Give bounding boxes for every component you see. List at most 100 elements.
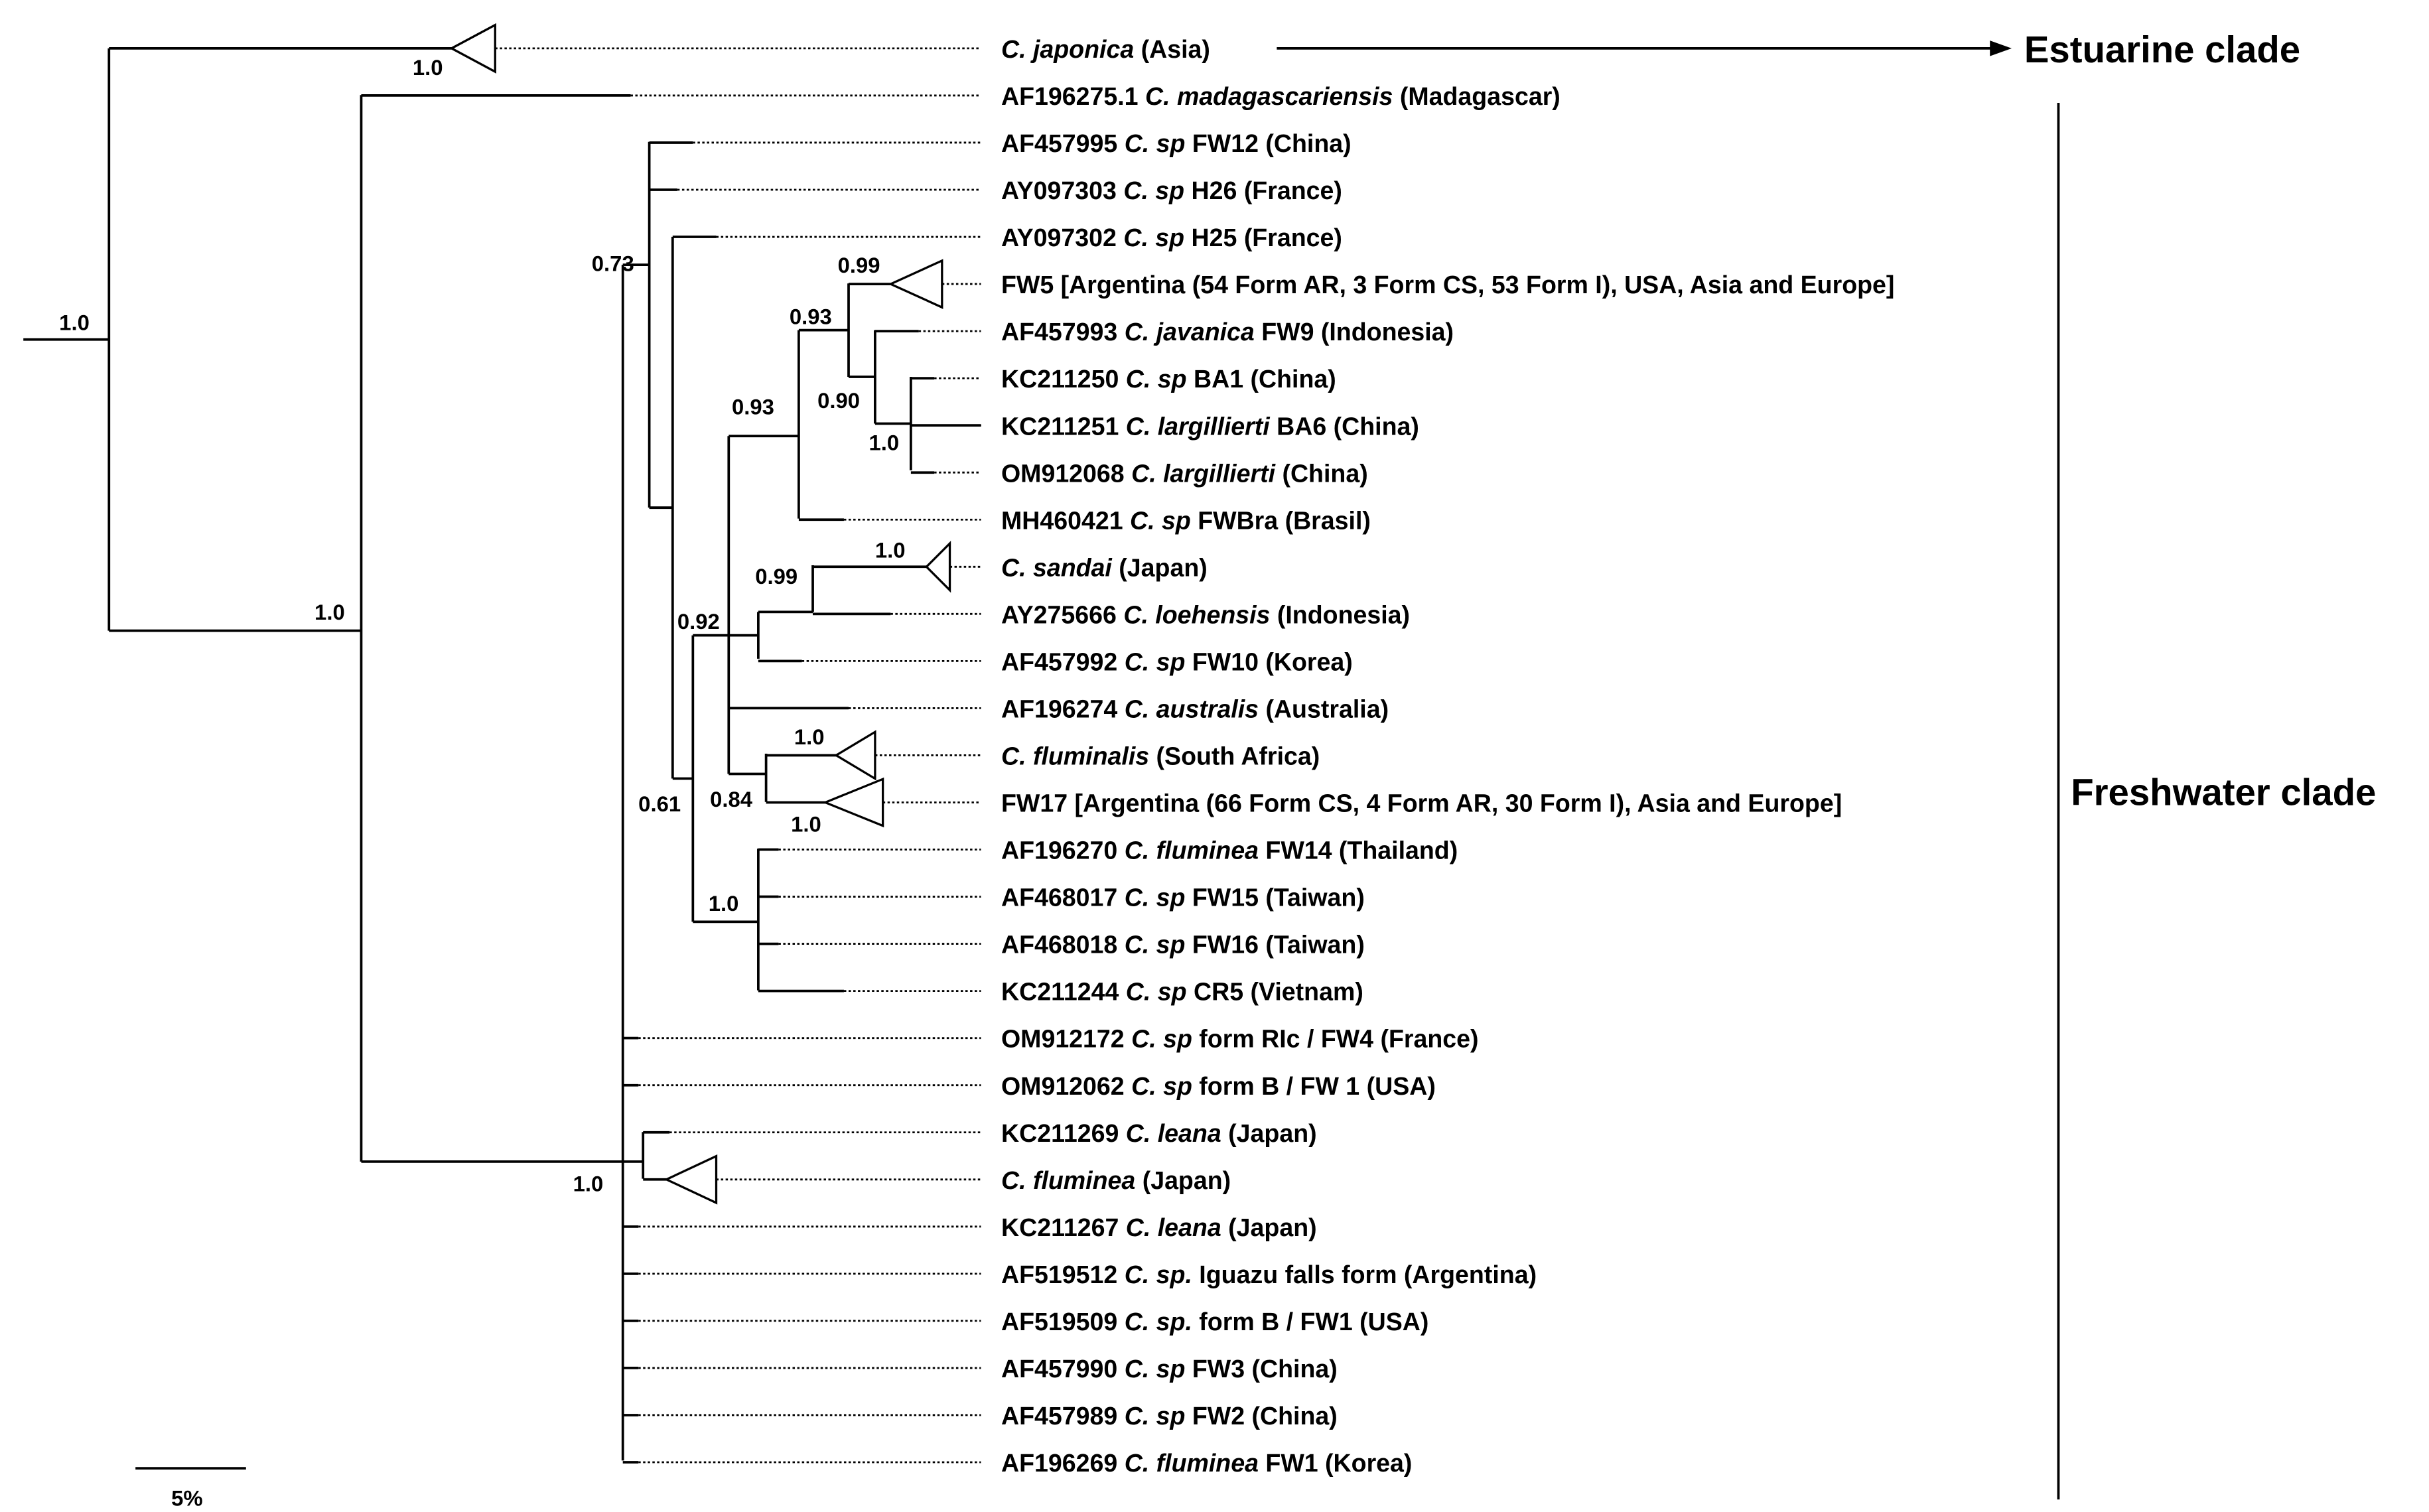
label-text: FW12 (China): [1185, 129, 1351, 157]
species-name: C. largillierti: [1131, 459, 1276, 487]
leaf-label: C. fluminalis (South Africa): [1001, 742, 1320, 770]
label-text: FW9 (Indonesia): [1255, 318, 1454, 346]
leaf-label: AF196270 C. fluminea FW14 (Thailand): [1001, 837, 1458, 864]
label-text: (Japan): [1135, 1166, 1231, 1194]
species-name: C. sp: [1123, 176, 1184, 204]
support-value: 0.61: [638, 791, 681, 816]
label-text: (Madagascar): [1393, 82, 1560, 110]
label-text: BA1 (China): [1187, 365, 1336, 393]
label-text: FW1 (Korea): [1259, 1449, 1412, 1477]
species-name: C. sp: [1125, 648, 1186, 675]
label-text: (Japan): [1221, 1119, 1317, 1147]
collapsed-clade-triangle-icon: [822, 777, 884, 828]
label-text: AF519512: [1001, 1261, 1125, 1288]
leaf-label: OM912068 C. largillierti (China): [1001, 459, 1368, 487]
label-text: form RIc / FW4 (France): [1192, 1025, 1479, 1053]
leaf-label: C. sandai (Japan): [1001, 553, 1208, 581]
label-text: AF457995: [1001, 129, 1125, 157]
support-value: 0.93: [732, 394, 774, 419]
label-text: OM912172: [1001, 1025, 1131, 1053]
label-text: FW17 [Argentina (66 Form CS, 4 Form AR, …: [1001, 790, 1842, 817]
label-text: AF196274: [1001, 695, 1125, 722]
support-value: 1.0: [875, 537, 906, 562]
label-text: FW2 (China): [1185, 1402, 1337, 1430]
support-value: 0.99: [838, 253, 880, 277]
species-name: C. largillierti: [1126, 412, 1271, 440]
label-text: AF457990: [1001, 1355, 1125, 1383]
label-text: (Japan): [1112, 553, 1208, 581]
leaf-label: AF468017 C. sp FW15 (Taiwan): [1001, 884, 1365, 912]
leaf-label: KC211250 C. sp BA1 (China): [1001, 365, 1336, 393]
support-value: 1.0: [791, 811, 821, 836]
support-value: 0.92: [677, 609, 720, 634]
label-text: KC211269: [1001, 1119, 1126, 1147]
label-text: MH460421: [1001, 506, 1130, 534]
label-text: H26 (France): [1184, 176, 1342, 204]
leaf-label: AF196275.1 C. madagascariensis (Madagasc…: [1001, 82, 1561, 110]
label-text: FW15 (Taiwan): [1185, 884, 1364, 912]
label-text: form B / FW1 (USA): [1192, 1308, 1429, 1336]
leaf-label: KC211251 C. largillierti BA6 (China): [1001, 412, 1419, 440]
leaf-label: AF519512 C. sp. Iguazu falls form (Argen…: [1001, 1261, 1537, 1288]
species-name: C. leana: [1126, 1119, 1221, 1147]
species-name: C. fluminalis: [1001, 742, 1149, 770]
label-text: form B / FW 1 (USA): [1192, 1072, 1436, 1100]
leaf-label: AY097302 C. sp H25 (France): [1001, 224, 1342, 251]
leaf-label: MH460421 C. sp FWBra (Brasil): [1001, 506, 1371, 534]
species-name: C. sp: [1125, 1402, 1186, 1430]
support-value: 1.0: [869, 430, 900, 454]
label-text: FW14 (Thailand): [1259, 837, 1458, 864]
species-name: C. sp: [1123, 224, 1184, 251]
collapsed-clade-triangle-icon: [925, 541, 951, 593]
label-text: AF196269: [1001, 1449, 1125, 1477]
leaf-label: AF519509 C. sp. form B / FW1 (USA): [1001, 1308, 1428, 1336]
leaf-label: AF457990 C. sp FW3 (China): [1001, 1355, 1338, 1383]
collapsed-clade-triangle-icon: [834, 730, 876, 781]
support-value: 0.93: [790, 304, 832, 328]
label-text: FWBra (Brasil): [1191, 506, 1371, 534]
label-text: BA6 (China): [1270, 412, 1419, 440]
leaf-label: AF196274 C. australis (Australia): [1001, 695, 1389, 722]
leaf-label: C. fluminea (Japan): [1001, 1166, 1231, 1194]
species-name: C. sp: [1131, 1072, 1192, 1100]
label-text: (Japan): [1221, 1213, 1317, 1241]
support-value: 0.84: [710, 787, 753, 811]
species-name: C. madagascariensis: [1145, 82, 1393, 110]
species-name: C. japonica: [1001, 35, 1134, 63]
label-text: (Asia): [1134, 35, 1210, 63]
species-name: C. australis: [1125, 695, 1259, 722]
label-text: AY097303: [1001, 176, 1123, 204]
estuarine-clade-label: Estuarine clade: [2024, 29, 2300, 70]
label-text: AF457993: [1001, 318, 1125, 346]
support-value: 1.0: [314, 600, 345, 624]
arrow-head-icon: [1990, 40, 2012, 56]
species-name: C. fluminea: [1125, 1449, 1259, 1477]
leaf-labels: C. japonica (Asia) AF196275.1 C. madagasc…: [1001, 35, 1894, 1477]
label-text: (South Africa): [1149, 742, 1320, 770]
species-name: C. sp: [1125, 884, 1186, 912]
label-text: OM912062: [1001, 1072, 1131, 1100]
leaf-label: OM912172 C. sp form RIc / FW4 (France): [1001, 1025, 1479, 1053]
species-name: C. fluminea: [1001, 1166, 1135, 1194]
label-text: AF468017: [1001, 884, 1125, 912]
leaf-label: AY275666 C. loehensis (Indonesia): [1001, 600, 1410, 628]
label-text: FW5 [Argentina (54 Form AR, 3 Form CS, 5…: [1001, 271, 1894, 299]
species-name: C. javanica: [1125, 318, 1255, 346]
label-text: OM912068: [1001, 459, 1131, 487]
leaf-label: KC211267 C. leana (Japan): [1001, 1213, 1317, 1241]
collapsed-clade-triangle-icon: [888, 259, 943, 309]
support-value: 1.0: [413, 55, 443, 80]
support-value: 1.0: [59, 310, 90, 335]
label-text: KC211244: [1001, 978, 1126, 1006]
label-text: (Indonesia): [1270, 600, 1410, 628]
leaf-label: AF196269 C. fluminea FW1 (Korea): [1001, 1449, 1412, 1477]
species-name: C. leana: [1126, 1213, 1221, 1241]
leaf-label: FW5 [Argentina (54 Form AR, 3 Form CS, 5…: [1001, 271, 1894, 299]
leaf-label: FW17 [Argentina (66 Form CS, 4 Form AR, …: [1001, 790, 1842, 817]
species-name: C. sp: [1131, 1025, 1192, 1053]
species-name: C. sp: [1130, 506, 1191, 534]
label-text: AF196275.1: [1001, 82, 1145, 110]
support-value: 1.0: [573, 1171, 604, 1196]
label-text: Iguazu falls form (Argentina): [1192, 1261, 1537, 1288]
